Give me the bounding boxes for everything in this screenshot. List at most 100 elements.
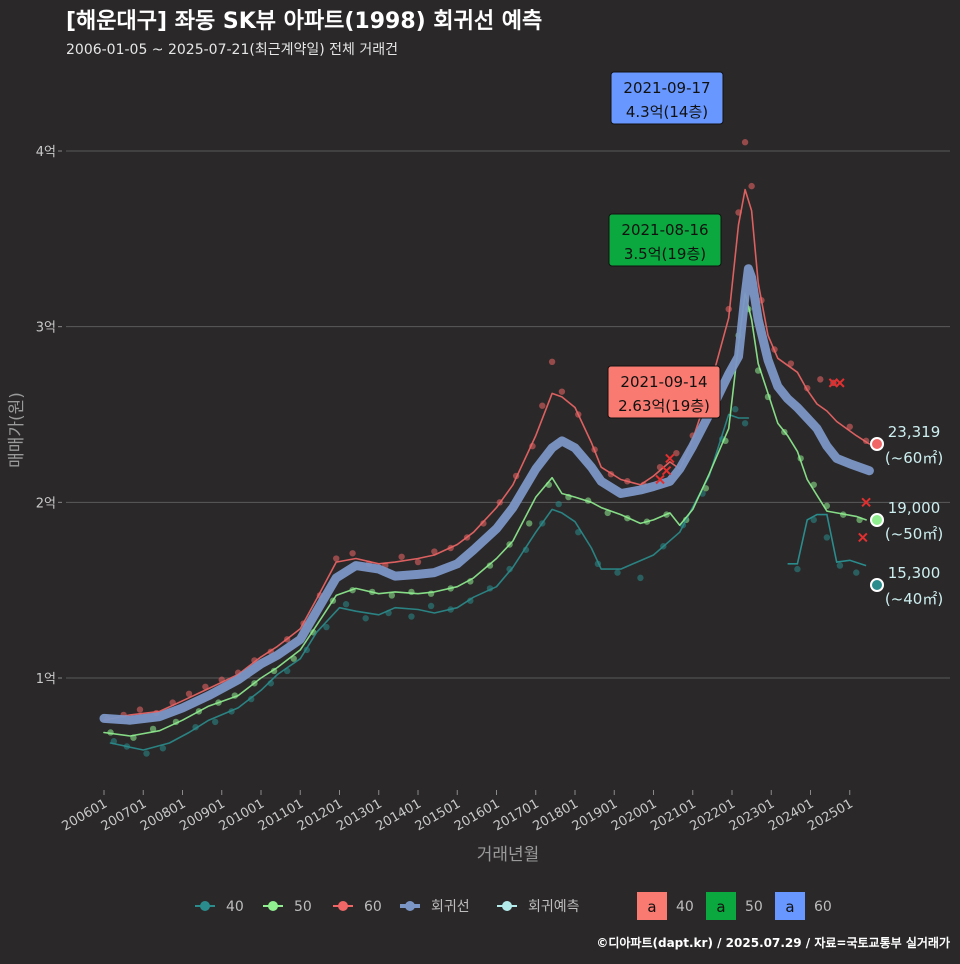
data-point-40	[637, 574, 644, 582]
annotation-callout: 2021-09-14 2.63억(19층)	[607, 365, 721, 419]
y-tick-label: 3억	[36, 321, 56, 336]
legend-swatch	[775, 892, 805, 920]
cross-stroke	[665, 453, 675, 464]
annotation-label: 4.3억(14층)	[626, 103, 708, 121]
annotations: 2021-09-14 2.63억(19층) 2021-08-163.5억(19층) 2…	[607, 71, 724, 419]
data-point-60	[480, 520, 487, 527]
legend-item-회귀선: 회귀선	[400, 899, 470, 915]
end-label-50: 19,000 (~50㎡)	[870, 499, 943, 543]
x-tick-label: 202501	[805, 796, 855, 834]
cross-marker	[858, 532, 868, 543]
data-point-40	[362, 615, 369, 622]
scatter-points	[104, 139, 870, 757]
legend-item-60: 60	[333, 899, 382, 915]
y-tick-label: 4억	[36, 145, 56, 160]
legend-box-label: 40	[676, 899, 694, 915]
legend-swatch	[706, 892, 736, 920]
y-axis: 1억 2억 3억 4억	[36, 145, 62, 687]
annotation-box	[610, 71, 724, 125]
legend-dot	[200, 901, 210, 911]
legend-box-label: 60	[814, 899, 832, 915]
series-line-40-recent	[787, 513, 867, 567]
y-axis-title: 매매가(원)	[7, 392, 27, 468]
legend-box-40: a 40	[637, 892, 694, 920]
data-point-60	[748, 182, 755, 190]
data-point-40	[853, 569, 860, 576]
x-axis-title: 거래년월	[477, 845, 540, 865]
annotation-box	[608, 213, 722, 267]
data-point-60	[846, 423, 853, 430]
legend-item-회귀예측: 회귀예측	[497, 899, 580, 915]
legend-swatch-text: a	[785, 898, 794, 916]
legend-item-40: 40	[195, 899, 244, 915]
data-point-60	[398, 553, 405, 560]
legend: 40 50 60 회귀선 회귀예측 a 40 a 50 a 60	[195, 892, 832, 920]
end-unit: (~60㎡)	[885, 449, 943, 467]
data-point-60	[349, 550, 356, 557]
legend-label: 회귀예측	[528, 899, 580, 915]
legend-dot	[502, 901, 512, 911]
data-point-40	[522, 546, 530, 553]
end-label-60: 23,319 (~60㎡)	[870, 423, 943, 467]
legend-swatch-text: a	[716, 898, 725, 916]
data-point-60	[185, 690, 193, 698]
end-point	[870, 513, 884, 527]
cross-stroke	[858, 532, 868, 543]
legend-dot	[268, 901, 278, 911]
data-point-60	[548, 358, 556, 365]
annotation-date: 2021-09-14	[620, 373, 707, 391]
data-point-50	[486, 562, 494, 569]
chart-title: [해운대구] 좌동 SK뷰 아파트(1998) 회귀선 예측	[66, 9, 542, 34]
series-line-60	[103, 188, 871, 721]
end-unit: (~50㎡)	[885, 525, 943, 543]
data-point-40	[741, 420, 749, 427]
data-point-60	[558, 388, 566, 395]
data-point-40	[555, 500, 562, 508]
data-point-40	[159, 745, 167, 752]
data-point-60	[414, 558, 422, 566]
y-tick-label: 2억	[36, 496, 56, 511]
legend-swatch	[637, 892, 667, 920]
data-point-40	[794, 565, 801, 573]
series-line-50	[103, 292, 867, 737]
data-point-60	[539, 402, 546, 409]
cross-marker	[835, 378, 845, 388]
end-value: 15,300	[888, 564, 941, 582]
annotation-callout: 2021-08-16 3.5억(19층)	[608, 213, 722, 267]
cross-marker	[661, 466, 672, 476]
legend-dot	[405, 901, 415, 911]
legend-swatch-text: a	[647, 898, 656, 916]
credit-text: ©디아파트(dapt.kr) / 2025.07.29 / 자료=국토교통부 실…	[596, 935, 950, 950]
data-point-40	[323, 623, 330, 631]
cross-marker	[655, 474, 665, 485]
annotation-label: 3.5억(19층)	[624, 245, 706, 263]
data-point-60	[202, 683, 209, 690]
data-point-60	[333, 555, 340, 562]
end-point	[870, 437, 884, 451]
data-point-40	[810, 516, 817, 524]
end-value: 23,319	[888, 423, 941, 441]
data-point-40	[836, 562, 844, 569]
series-line-회귀선	[99, 264, 874, 725]
legend-label: 회귀선	[431, 899, 470, 915]
end-value: 19,000	[888, 499, 941, 517]
data-point-60	[817, 376, 824, 383]
x-axis: 2006012007012008012009012010012011012012…	[60, 790, 856, 834]
series-lines	[99, 188, 874, 751]
annotation-label: 2.63억(19층)	[618, 397, 710, 415]
data-point-60	[673, 449, 680, 457]
cross-stroke	[661, 466, 672, 476]
legend-box-50: a 50	[706, 892, 763, 920]
data-point-40	[427, 602, 435, 610]
legend-box-60: a 60	[775, 892, 832, 920]
data-point-40	[823, 534, 831, 541]
end-label-40: 15,300 (~40㎡)	[870, 564, 943, 608]
end-unit: (~40㎡)	[885, 590, 943, 608]
legend-label: 40	[226, 899, 244, 915]
annotation-date: 2021-09-17	[623, 79, 710, 97]
cross-marker	[861, 497, 871, 508]
legend-label: 60	[364, 899, 382, 915]
y-tick-label: 1억	[36, 672, 56, 687]
chart-subtitle: 2006-01-05 ~ 2025-07-21(최근계약일) 전체 거래건	[66, 42, 398, 58]
data-point-40	[408, 613, 415, 620]
